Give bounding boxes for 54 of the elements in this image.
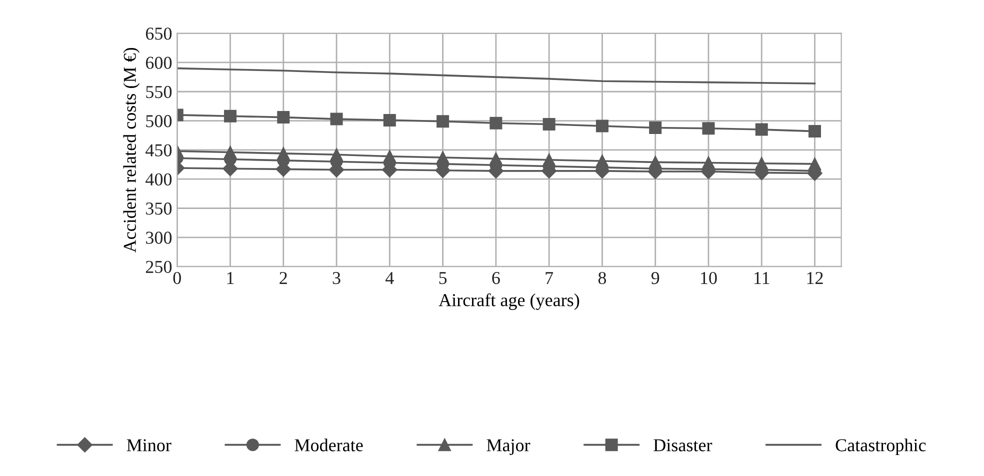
x-tick-label: 2: [280, 272, 287, 284]
point: [702, 122, 715, 135]
y-tick-label: 450: [146, 144, 172, 156]
x-tick-label: 7: [546, 272, 554, 284]
x-tick-label: 0: [173, 272, 181, 284]
point: [596, 120, 608, 132]
point: [808, 158, 821, 170]
x-tick-label: 12: [807, 272, 823, 284]
point: [490, 152, 502, 165]
x-tick-label: 9: [651, 272, 660, 284]
point: [383, 114, 396, 126]
point: [808, 125, 821, 138]
point: [596, 154, 608, 168]
point: [755, 123, 768, 136]
y-tick-label: 300: [146, 232, 172, 244]
x-tick-label: 8: [598, 272, 606, 284]
point: [490, 116, 502, 130]
point: [224, 110, 237, 122]
y-tick-label: 600: [146, 56, 172, 69]
point: [436, 151, 450, 164]
legend-label: Catastrophic: [836, 438, 926, 455]
point: [330, 112, 343, 126]
y-tick-label: 500: [146, 115, 172, 128]
legend-label: Major: [486, 439, 530, 455]
point: [330, 148, 343, 161]
y-tick-label: 400: [146, 173, 172, 186]
x-tick-label: 4: [386, 272, 394, 284]
point: [649, 122, 662, 134]
point: [702, 156, 715, 170]
y-tick-label: 550: [146, 86, 172, 98]
point: [542, 154, 556, 166]
x-tick-label: 11: [754, 272, 770, 284]
point: [755, 157, 768, 170]
y-axis-title: Accident related costs (M €): [123, 48, 140, 253]
point: [383, 150, 396, 163]
point: [436, 115, 450, 128]
x-tick-label: 5: [439, 272, 447, 284]
point: [224, 146, 237, 159]
x-tick-label: 6: [492, 272, 500, 284]
y-tick-label: 650: [146, 28, 172, 40]
y-tick-label: 350: [146, 202, 172, 215]
x-axis-title: Aircraft age (years): [438, 293, 580, 310]
point: [277, 147, 290, 160]
x-tick-label: 3: [332, 272, 340, 284]
line-series: [177, 67, 816, 84]
legend-label: Minor: [126, 439, 172, 452]
point: [277, 111, 290, 124]
y-tick-label: 250: [146, 260, 172, 273]
legend-label: Disaster: [654, 439, 712, 452]
legend-label: Moderate: [294, 438, 363, 452]
point: [542, 118, 556, 131]
x-tick-label: 1: [227, 272, 234, 284]
point: [649, 156, 662, 168]
x-tick-label: 10: [701, 272, 717, 284]
